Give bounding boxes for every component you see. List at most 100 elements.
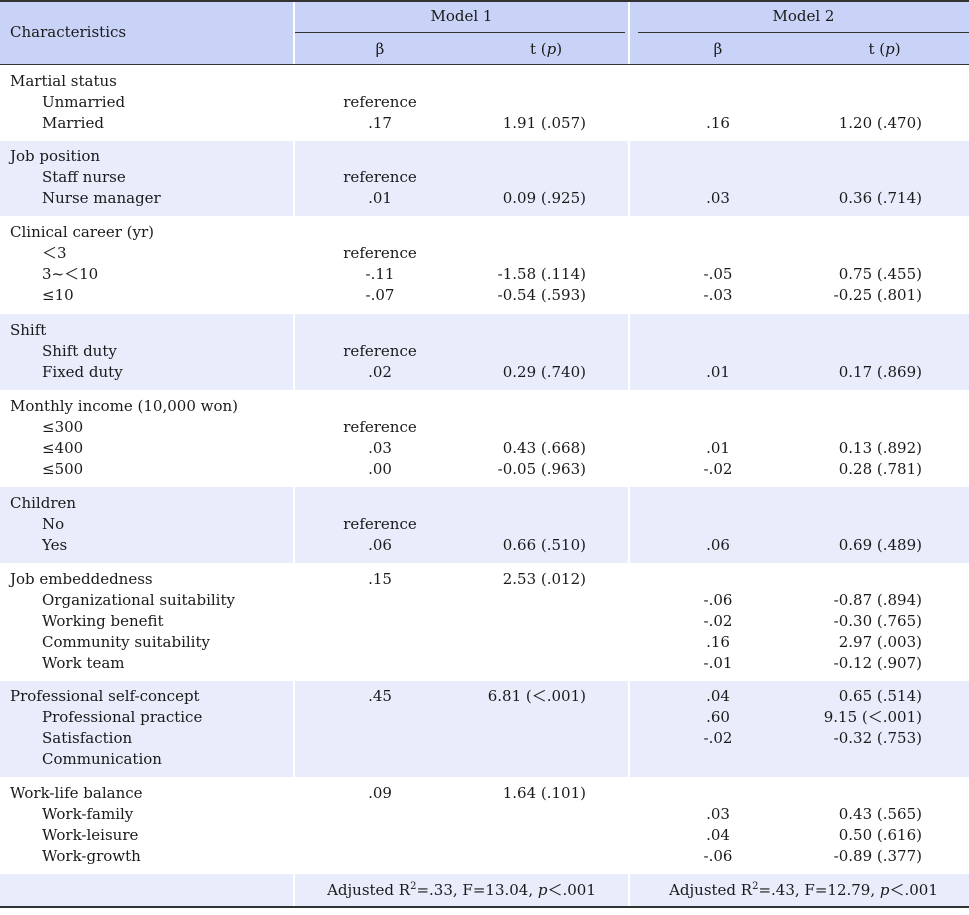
beta-model1: reference bbox=[343, 93, 417, 111]
row-label: ≤300 bbox=[42, 418, 84, 436]
header-beta-1: β bbox=[375, 40, 385, 58]
model1-fit: Adjusted R2=.33, F=13.04, p＜.001 bbox=[327, 881, 596, 899]
beta-model1: .01 bbox=[368, 189, 392, 207]
table-row: Shift duty reference bbox=[0, 341, 969, 362]
beta-model2: .16 bbox=[706, 114, 730, 132]
table-row: No reference bbox=[0, 514, 969, 535]
beta-model1: reference bbox=[343, 342, 417, 360]
beta-model1: .02 bbox=[368, 363, 392, 381]
row-label: Professional practice bbox=[42, 708, 203, 726]
table-header: Characteristics Model 1 Model 2 β t (p) … bbox=[0, 2, 969, 64]
model1-rule bbox=[295, 32, 625, 33]
column-divider bbox=[628, 390, 630, 487]
group-title: Shift bbox=[10, 321, 47, 339]
beta-model2: .06 bbox=[706, 536, 730, 554]
column-divider bbox=[628, 563, 630, 681]
group-title: Martial status bbox=[10, 72, 117, 90]
column-divider bbox=[293, 390, 295, 487]
beta-model1: reference bbox=[343, 515, 417, 533]
t-model1: -1.58 (.114) bbox=[497, 265, 586, 283]
beta-model1: reference bbox=[343, 244, 417, 262]
group-title-row: Professional self-concept .45 6.81 (＜.001)… bbox=[0, 686, 969, 707]
row-group: Martial status Unmarried reference Married.… bbox=[0, 65, 969, 141]
table-row: Satisfaction -.02 -0.32 (.753) bbox=[0, 728, 969, 749]
beta-model2: -.02 bbox=[703, 612, 733, 630]
column-divider bbox=[293, 216, 295, 314]
group-title-row: Job position bbox=[0, 146, 969, 167]
header-t-1: t (p) bbox=[529, 40, 563, 58]
row-label: Organizational suitability bbox=[42, 591, 235, 609]
table-row: ≤500 .00 -0.05 (.963) -.02 0.28 (.781) bbox=[0, 459, 969, 480]
table-row: Work-family .03 0.43 (.565) bbox=[0, 804, 969, 825]
t-model2: 0.50 (.616) bbox=[838, 826, 922, 844]
beta-model2: .04 bbox=[706, 687, 730, 705]
row-label: Yes bbox=[42, 536, 68, 554]
t-model2: -0.89 (.377) bbox=[833, 847, 922, 865]
column-divider bbox=[628, 487, 630, 563]
row-label: Community suitability bbox=[42, 633, 210, 651]
group-title: Clinical career (yr) bbox=[10, 223, 154, 241]
column-divider bbox=[293, 314, 295, 390]
row-group: Work-life balance .09 1.64 (.101) Work-fami… bbox=[0, 777, 969, 874]
table-row: Nurse manager .01 0.09 (.925) .03 0.36 (.714… bbox=[0, 188, 969, 209]
beta-model1: reference bbox=[343, 418, 417, 436]
column-divider bbox=[293, 141, 295, 216]
model2-fit: Adjusted R2=.43, F=12.79, p＜.001 bbox=[669, 881, 938, 899]
table-row: Yes .06 0.66 (.510) .06 0.69 (.489) bbox=[0, 535, 969, 556]
beta-model1: -.07 bbox=[365, 286, 395, 304]
beta-model2: .03 bbox=[706, 189, 730, 207]
table-row: Fixed duty .02 0.29 (.740) .01 0.17 (.869) bbox=[0, 362, 969, 383]
group-title-row: Shift bbox=[0, 320, 969, 341]
header-beta-2: β bbox=[713, 40, 723, 58]
table-body: Martial status Unmarried reference Married.… bbox=[0, 65, 969, 874]
footer-divider bbox=[628, 874, 630, 906]
row-label: Fixed duty bbox=[42, 363, 123, 381]
t-model2: 0.36 (.714) bbox=[838, 189, 922, 207]
row-label: Married bbox=[42, 114, 104, 132]
table-row: Work team -.01 -0.12 (.907) bbox=[0, 653, 969, 674]
row-label: Work team bbox=[42, 654, 125, 672]
group-title-row: Work-life balance .09 1.64 (.101) bbox=[0, 783, 969, 804]
row-group: Job position Staff nurse reference Nurse ma… bbox=[0, 141, 969, 216]
beta-model1: .45 bbox=[368, 687, 392, 705]
beta-model1: .09 bbox=[368, 784, 392, 802]
beta-model2: .04 bbox=[706, 826, 730, 844]
column-divider bbox=[628, 314, 630, 390]
t-model2: 0.13 (.892) bbox=[838, 439, 922, 457]
column-divider bbox=[293, 681, 295, 777]
t-model2: 1.20 (.470) bbox=[838, 114, 922, 132]
t-model1: 1.91 (.057) bbox=[502, 114, 586, 132]
t-model2: 2.97 (.003) bbox=[838, 633, 922, 651]
row-label: 3~＜10 bbox=[42, 265, 99, 283]
beta-model1: -.11 bbox=[365, 265, 395, 283]
table-row: ≤10 -.07 -0.54 (.593) -.03 -0.25 (.801) bbox=[0, 285, 969, 306]
t-model1: 0.66 (.510) bbox=[502, 536, 586, 554]
table-row: Community suitability .16 2.97 (.003) bbox=[0, 632, 969, 653]
column-divider bbox=[628, 681, 630, 777]
table-row: Communication bbox=[0, 749, 969, 770]
group-title: Children bbox=[10, 494, 77, 512]
beta-model2: -.01 bbox=[703, 654, 733, 672]
t-model2: -0.32 (.753) bbox=[833, 729, 922, 747]
table-row: Unmarried reference bbox=[0, 92, 969, 113]
column-divider bbox=[293, 777, 295, 874]
beta-model1: .00 bbox=[368, 460, 392, 478]
row-label: Work-family bbox=[42, 805, 134, 823]
beta-model2: -.05 bbox=[703, 265, 733, 283]
t-model2: 0.69 (.489) bbox=[838, 536, 922, 554]
t-model1: 0.29 (.740) bbox=[502, 363, 586, 381]
model2-rule bbox=[638, 32, 969, 33]
column-divider bbox=[628, 65, 630, 141]
beta-model2: .60 bbox=[706, 708, 730, 726]
group-title-row: Children bbox=[0, 493, 969, 514]
table-row: Organizational suitability -.06 -0.87 (.89… bbox=[0, 590, 969, 611]
beta-model1: .03 bbox=[368, 439, 392, 457]
group-title-row: Martial status bbox=[0, 71, 969, 92]
row-label: Work-leisure bbox=[42, 826, 139, 844]
t-model2: 0.43 (.565) bbox=[838, 805, 922, 823]
row-label: Unmarried bbox=[42, 93, 126, 111]
header-t-2: t (p) bbox=[868, 40, 901, 58]
t-model2: 0.75 (.455) bbox=[838, 265, 922, 283]
table-row: ＜3 reference bbox=[0, 243, 969, 264]
